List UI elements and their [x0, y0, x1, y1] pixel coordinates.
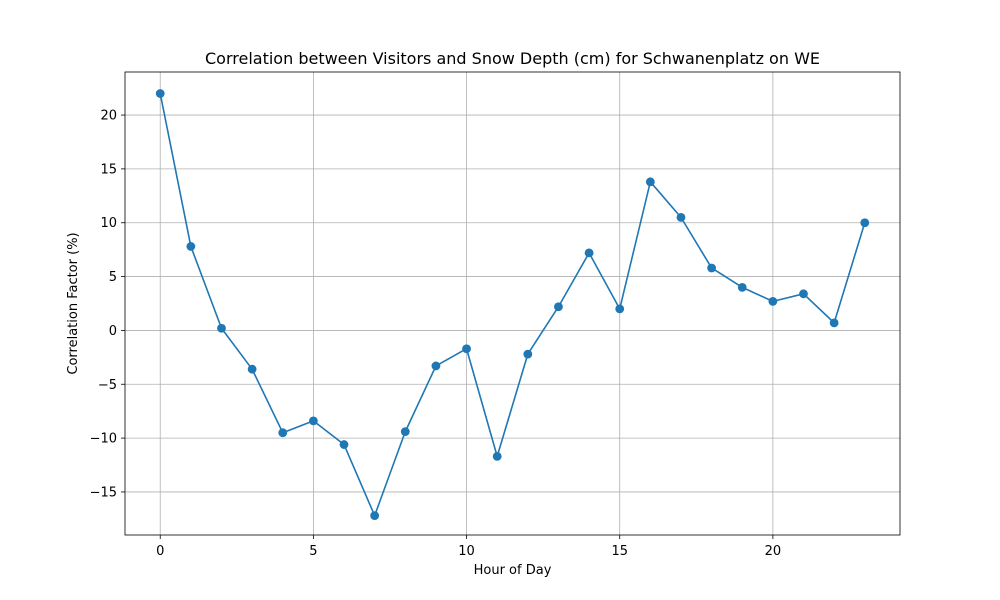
data-point-marker: [829, 318, 839, 328]
data-point-marker: [707, 263, 717, 273]
x-tick-label: 0: [156, 544, 164, 559]
x-tick-label: 20: [765, 544, 782, 559]
data-point-marker: [799, 289, 808, 299]
y-tick-label: 15: [100, 162, 117, 177]
series-layer: [155, 89, 870, 521]
y-tick-label: −5: [98, 378, 117, 393]
data-point-marker: [554, 302, 563, 312]
data-point-marker: [400, 427, 410, 437]
data-point-marker: [186, 242, 196, 251]
chart-title: Correlation between Visitors and Snow De…: [205, 49, 820, 68]
data-point-marker: [860, 218, 870, 228]
data-point-marker: [737, 282, 747, 292]
x-axis-label: Hour of Day: [474, 563, 552, 578]
series-line: [159, 93, 866, 517]
plot-frame: [124, 71, 901, 536]
data-point-marker: [308, 416, 318, 426]
data-point-marker: [492, 451, 502, 461]
y-tick-label: 5: [109, 270, 117, 285]
data-point-marker: [339, 440, 349, 449]
y-tick-label: 10: [100, 216, 117, 231]
data-point-marker: [676, 212, 686, 222]
data-point-marker: [431, 361, 441, 371]
x-tick-label: 15: [611, 544, 628, 559]
y-axis-label: Correlation Factor (%): [66, 232, 81, 374]
y-tick-label: −10: [90, 432, 117, 447]
data-point-marker: [768, 296, 778, 306]
tick-layer: 0 5 10 15 20 −15 −10 −5 0 5 10 15 20: [90, 109, 782, 559]
data-point-marker: [523, 349, 533, 359]
data-point-marker: [645, 177, 655, 187]
y-tick-label: −15: [90, 485, 117, 500]
data-point-marker: [217, 323, 226, 333]
y-tick-label: 20: [100, 109, 117, 124]
data-point-marker: [584, 248, 594, 258]
data-point-marker: [370, 511, 380, 521]
y-tick-label: 0: [109, 324, 117, 339]
data-point-marker: [462, 344, 471, 354]
x-tick-label: 10: [458, 544, 475, 559]
data-point-marker: [155, 89, 165, 98]
data-point-marker: [278, 428, 288, 438]
x-tick-label: 5: [309, 544, 317, 559]
data-point-marker: [247, 364, 257, 374]
data-point-marker: [615, 304, 625, 314]
